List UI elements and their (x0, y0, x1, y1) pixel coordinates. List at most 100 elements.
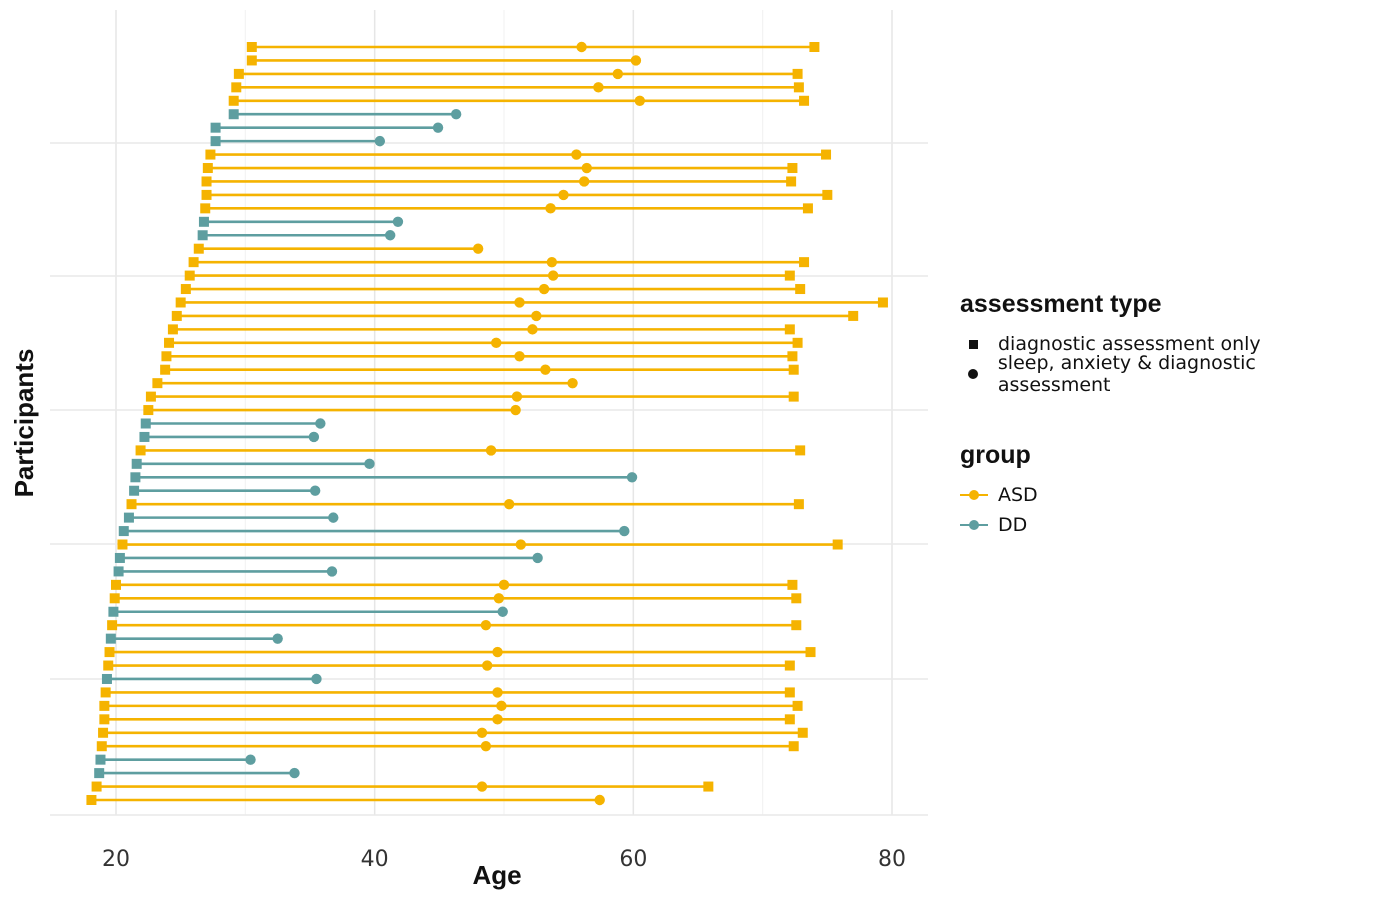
square-point (117, 539, 128, 550)
square-point (145, 391, 156, 402)
participant-row (201, 189, 833, 201)
square-point (94, 768, 105, 779)
square-point (103, 660, 114, 671)
square-point (787, 579, 798, 590)
legend: assessment type diagnostic assessment on… (960, 290, 1373, 540)
circle-point (630, 55, 642, 66)
circle-point (309, 485, 321, 496)
participant-row (152, 377, 578, 389)
square-point (228, 109, 239, 120)
square-point (795, 445, 806, 456)
square-point (131, 458, 142, 469)
participant-row (188, 256, 810, 268)
circle-point (374, 135, 386, 147)
square-point (202, 163, 213, 174)
square-point (109, 593, 120, 604)
participant-row (143, 404, 521, 416)
square-point (791, 593, 802, 604)
square-point (787, 351, 798, 362)
square-point (210, 136, 221, 147)
participant-row (96, 741, 799, 752)
circle-point (510, 404, 521, 416)
square-point (797, 727, 808, 738)
participant-row (130, 472, 638, 483)
square-point (171, 310, 182, 321)
circle-point (492, 687, 503, 698)
legend-item-diagnostic-only: diagnostic assessment only (960, 329, 1373, 359)
y-axis-title: Participants (9, 349, 39, 498)
circle-point (496, 700, 507, 712)
asd-line-icon (960, 483, 988, 507)
square-point (784, 714, 795, 725)
square-point (246, 55, 257, 66)
circle-point (545, 203, 556, 214)
square-point (231, 82, 242, 93)
participant-row (233, 68, 803, 80)
square-point (175, 297, 186, 308)
square-point (96, 741, 107, 752)
circle-point (503, 498, 515, 510)
grid (50, 10, 928, 816)
participant-row (104, 646, 816, 658)
participant-row (140, 418, 326, 429)
square-point (197, 230, 208, 241)
legend-title-group: group (960, 441, 1031, 469)
legend-item-dd: DD (960, 510, 1373, 540)
circle-point (619, 525, 630, 537)
participant-row (111, 579, 798, 591)
square-point (139, 431, 150, 442)
circle-point (497, 606, 508, 617)
square-point (793, 499, 804, 510)
participant-row (202, 162, 798, 174)
square-point (167, 324, 178, 335)
participant-row (164, 337, 803, 349)
participant-row (101, 673, 322, 685)
square-point (118, 526, 129, 537)
square-point (246, 42, 257, 52)
circle-point (515, 539, 527, 550)
square-point (848, 310, 859, 321)
circle-point (326, 566, 338, 577)
participant-row (160, 364, 799, 375)
legend-label: DD (998, 514, 1028, 536)
circle-point (480, 619, 492, 631)
participant-row (108, 606, 508, 617)
circle-point (581, 162, 592, 174)
square-point (788, 364, 799, 375)
circle-point (384, 230, 396, 241)
x-axis-title: Age (472, 860, 521, 890)
circle-point (480, 741, 492, 752)
square-point (130, 472, 141, 483)
participant-row (198, 216, 404, 228)
square-point (95, 754, 106, 765)
legend-assessment-type: assessment type diagnostic assessment on… (960, 290, 1373, 396)
circle-point (450, 109, 462, 120)
circle-point (511, 391, 523, 402)
participant-row (118, 525, 630, 537)
square-point (703, 781, 714, 792)
square-point (788, 391, 799, 402)
circle-point (626, 472, 638, 483)
circle-point (392, 216, 404, 228)
circle-point (547, 270, 559, 281)
square-point (98, 727, 109, 738)
circle-point (612, 68, 624, 80)
circle-point (289, 767, 300, 779)
participant-row (161, 351, 798, 362)
participant-row (228, 109, 462, 120)
x-axis-ticks: 20 40 60 80 (102, 847, 906, 872)
circle-point (476, 781, 488, 792)
participant-row (109, 593, 802, 604)
circle-point (532, 552, 543, 564)
square-point (792, 68, 803, 79)
square-point (784, 687, 795, 698)
participant-row (201, 176, 797, 187)
legend-label: ASD (998, 484, 1038, 506)
circle-point (315, 418, 326, 429)
participant-row (171, 310, 859, 322)
participant-row (167, 324, 795, 335)
square-point (104, 647, 115, 658)
participant-row (145, 391, 799, 402)
participant-row (228, 95, 810, 106)
square-point (105, 633, 116, 644)
